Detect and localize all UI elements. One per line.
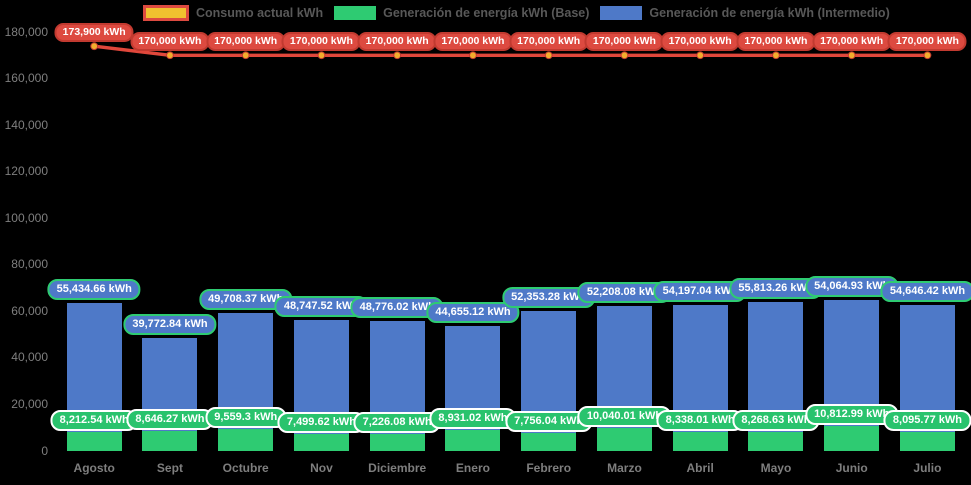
legend-label-consumo: Consumo actual kWh <box>196 6 324 20</box>
intermedio-value-pill: 48,747.52 kWh <box>274 296 369 318</box>
intermedio-value-pill: 49,708.37 kWh <box>199 289 293 311</box>
line-marker-dot[interactable] <box>317 51 326 60</box>
line-marker-dot[interactable] <box>90 42 99 51</box>
legend-label-intermedio: Generación de energía kWh (Intermedio) <box>649 6 890 20</box>
legend-item-base[interactable]: Generación de energía kWh (Base) <box>334 6 589 20</box>
month-label: Marzo <box>607 461 642 475</box>
month-label: Octubre <box>222 461 269 475</box>
base-value-pill: 8,931.02 kWh <box>429 408 517 430</box>
consumo-swatch-icon <box>143 5 189 21</box>
legend-label-base: Generación de energía kWh (Base) <box>383 6 590 20</box>
y-tick-label: 120,000 <box>4 164 48 179</box>
base-value-pill: 7,499.62 kWh <box>277 411 365 433</box>
consumo-value-pill: 170,000 kWh <box>206 32 286 52</box>
month-label: Agosto <box>73 461 115 475</box>
base-value-pill: 8,095.77 kWh <box>883 410 971 432</box>
intermedio-value-pill: 39,772.84 kWh <box>123 314 217 336</box>
y-tick-label: 40,000 <box>11 350 48 365</box>
intermedio-swatch-icon <box>600 6 643 20</box>
consumo-value-pill: 170,000 kWh <box>509 32 589 52</box>
month-label: Diciembre <box>368 461 427 475</box>
y-tick-label: 140,000 <box>4 117 48 132</box>
bar-base-segment[interactable] <box>899 432 955 451</box>
month-label: Junio <box>835 461 868 475</box>
intermedio-value-pill: 44,655.12 kWh <box>426 302 520 324</box>
bar-base-segment[interactable] <box>218 428 274 451</box>
consumo-value-pill: 170,000 kWh <box>812 32 892 52</box>
line-marker-dot[interactable] <box>166 51 174 60</box>
y-tick-label: 160,000 <box>4 71 48 86</box>
chart-legend: Consumo actual kWh Generación de energía… <box>143 5 890 21</box>
legend-item-consumo[interactable]: Consumo actual kWh <box>143 5 323 21</box>
line-marker-dot[interactable] <box>469 51 477 60</box>
month-label: Julio <box>913 461 942 475</box>
base-value-pill: 8,212.54 kWh <box>50 409 138 431</box>
bar-base-segment[interactable] <box>66 431 122 451</box>
consumo-value-pill: 170,000 kWh <box>130 32 210 52</box>
line-marker-dot[interactable] <box>241 51 250 60</box>
month-label: Febrero <box>526 461 572 475</box>
y-tick-label: 100,000 <box>4 210 48 225</box>
month-label: Sept <box>156 461 183 475</box>
base-value-pill: 8,268.63 kWh <box>732 409 820 431</box>
intermedio-value-pill: 48,776.02 kWh <box>350 296 444 318</box>
y-tick-label: 0 <box>41 443 48 458</box>
line-marker-dot[interactable] <box>772 51 780 60</box>
line-marker-dot[interactable] <box>847 51 856 60</box>
base-swatch-icon <box>334 6 377 20</box>
base-value-pill: 10,040.01 kWh <box>577 405 672 427</box>
y-tick-label: 80,000 <box>11 257 48 272</box>
consumo-value-pill: 170,000 kWh <box>660 32 740 52</box>
base-value-pill: 9,559.3 kWh <box>205 406 287 428</box>
line-marker-dot[interactable] <box>696 51 705 60</box>
bar-base-segment[interactable] <box>445 430 501 451</box>
month-label: Enero <box>455 461 490 475</box>
month-label: Mayo <box>760 461 792 475</box>
bar-base-segment[interactable] <box>521 432 577 451</box>
bar-base-segment[interactable] <box>142 430 198 451</box>
y-tick-label: 20,000 <box>11 396 48 411</box>
bar-base-segment[interactable] <box>672 431 728 451</box>
consumo-value-pill: 170,000 kWh <box>281 32 361 52</box>
consumo-value-pill: 173,900 kWh <box>54 23 134 43</box>
intermedio-value-pill: 54,646.42 kWh <box>880 280 971 302</box>
bar-base-segment[interactable] <box>748 431 804 451</box>
bar-base-segment[interactable] <box>293 433 349 451</box>
base-value-pill: 8,646.27 kWh <box>126 408 214 430</box>
intermedio-value-pill: 52,208.08 kWh <box>577 282 672 304</box>
line-marker-dot[interactable] <box>393 51 402 60</box>
intermedio-value-pill: 52,353.28 kWh <box>502 287 596 309</box>
bar-base-segment[interactable] <box>369 434 425 451</box>
consumo-value-pill: 170,000 kWh <box>357 32 437 52</box>
line-marker-dot[interactable] <box>923 51 932 60</box>
base-value-pill: 7,756.04 kWh <box>505 410 593 432</box>
base-value-pill: 8,338.01 kWh <box>656 409 744 431</box>
intermedio-value-pill: 55,434.66 kWh <box>47 278 141 300</box>
month-label: Abril <box>686 461 714 475</box>
line-marker-dot[interactable] <box>620 51 629 60</box>
line-marker-dot[interactable] <box>544 51 553 60</box>
y-tick-label: 180,000 <box>4 24 48 39</box>
bar-base-segment[interactable] <box>596 427 652 451</box>
consumo-value-pill: 170,000 kWh <box>736 32 816 52</box>
consumo-value-pill: 170,000 kWh <box>433 32 513 52</box>
consumo-value-pill: 170,000 kWh <box>584 32 664 52</box>
y-tick-label: 60,000 <box>11 303 48 318</box>
base-value-pill: 10,812.99 kWh <box>805 403 899 425</box>
legend-item-intermedio[interactable]: Generación de energía kWh (Intermedio) <box>600 6 890 20</box>
consumo-value-pill: 170,000 kWh <box>887 32 967 52</box>
month-label: Nov <box>310 461 333 475</box>
bar-base-segment[interactable] <box>824 425 880 451</box>
base-value-pill: 7,226.08 kWh <box>353 412 441 434</box>
